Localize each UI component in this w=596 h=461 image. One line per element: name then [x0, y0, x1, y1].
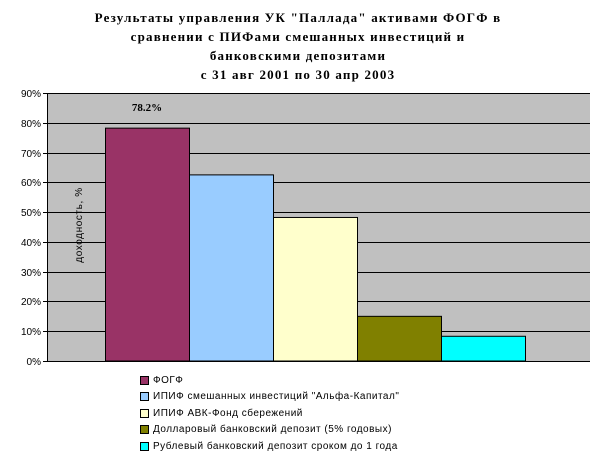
bars	[105, 127, 526, 362]
legend-item: ИПИФ АВК-Фонд сбережений	[140, 405, 399, 422]
y-tick-label: 40%	[21, 238, 41, 249]
legend-swatch	[140, 375, 149, 385]
y-tick-label: 50%	[21, 208, 41, 219]
chart-title-line-1: Результаты управления УК "Паллада" актив…	[94, 10, 502, 25]
bar-chart: 0% 10% 20% 30% 40% 50% 60% 70% 80% 90% 78.2% дохо…	[21, 89, 590, 368]
legend-label: ИПИФ АВК-Фонд сбережений	[153, 407, 303, 419]
legend-label: Долларовый банковский депозит (5% годовы…	[153, 424, 392, 436]
axes	[43, 93, 590, 362]
y-tick-label: 70%	[21, 149, 41, 160]
y-tick-label: 30%	[21, 268, 41, 279]
legend-label: Рублевый банковский депозит сроком до 1 …	[153, 440, 398, 452]
chart-title-line-4: с 31 авг 2001 по 30 апр 2003	[200, 67, 396, 82]
legend-item: ИПИФ смешанных инвестиций "Альфа-Капитал…	[140, 389, 399, 406]
legend-swatch	[140, 408, 149, 418]
legend-label: ФОГФ	[153, 374, 184, 386]
legend-swatch	[140, 392, 149, 402]
y-tick-label: 60%	[21, 178, 41, 189]
bar-4	[357, 315, 442, 362]
data-labels: 78.2%	[132, 102, 162, 114]
chart-title-line-3: банковскими депозитами	[209, 48, 387, 63]
y-tick-label: 10%	[21, 327, 41, 338]
y-tick-label: 0%	[27, 357, 42, 368]
legend-item: Долларовый банковский депозит (5% годовы…	[140, 422, 399, 439]
legend: ФОГФ ИПИФ смешанных инвестиций "Альфа-Кап…	[140, 372, 399, 455]
bar-5	[441, 335, 526, 362]
legend-swatch	[140, 425, 149, 435]
legend-label: ИПИФ смешанных инвестиций "Альфа-Капитал…	[153, 391, 400, 403]
legend-item: Рублевый банковский депозит сроком до 1 …	[140, 438, 399, 455]
chart-title-line-2: сравнении с ПИФами смешанных инвестиций …	[130, 29, 466, 44]
y-tick-label: 20%	[21, 297, 41, 308]
y-axis-title: доходность, %	[74, 187, 85, 262]
chart-title: Результаты управления УК "Паллада" актив…	[0, 8, 596, 84]
y-tick-label: 90%	[21, 89, 41, 100]
legend-swatch	[140, 441, 149, 451]
bar-2	[189, 174, 274, 362]
bar-1	[105, 127, 190, 362]
y-tick-labels: 0% 10% 20% 30% 40% 50% 60% 70% 80% 90%	[21, 89, 41, 368]
bar-3	[273, 216, 358, 362]
legend-item: ФОГФ	[140, 372, 399, 389]
data-label: 78.2%	[132, 102, 162, 114]
y-tick-label: 80%	[21, 119, 41, 130]
